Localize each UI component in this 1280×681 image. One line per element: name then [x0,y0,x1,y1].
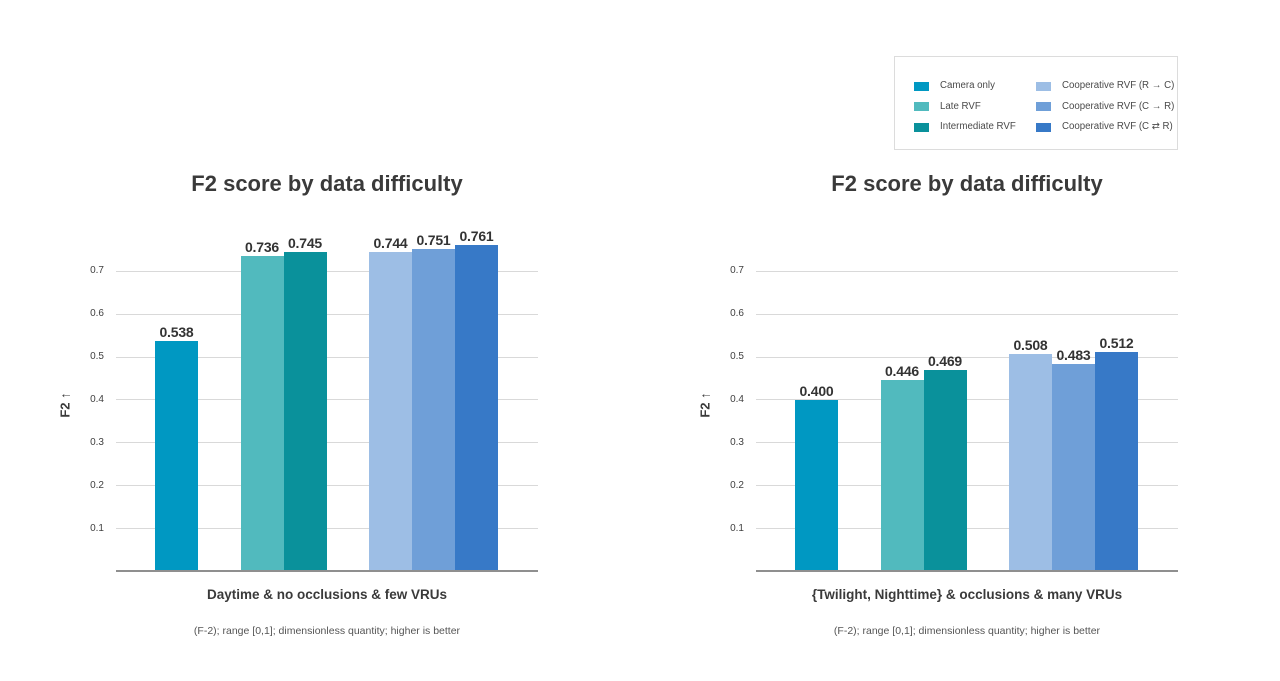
bar-value-label: 0.446 [884,363,920,380]
legend-item: Intermediate RVF [914,122,1036,143]
y-tick-label: 0.1 [90,522,104,534]
y-tick-label: 0.2 [730,479,744,491]
bar-value-label: 0.744 [373,235,408,252]
gridline [756,528,1178,530]
bar-cooperative-rvf-c-r [412,249,455,570]
chart-footnote: (F-2); range [0,1]; dimensionless quanti… [193,625,461,637]
gridline [756,485,1178,487]
chart-daytime: F2 score by data difficulty F2 ↑ 0.1 0.2 0… [58,171,538,637]
bar-intermediate-rvf [923,370,967,570]
legend-item: Cooperative RVF (C ⇄ R) [1036,122,1177,143]
bar-intermediate-rvf [283,251,327,570]
bar-value-label: 0.538 [159,323,194,340]
y-tick-label: 0.4 [730,393,744,405]
legend-item-label: Cooperative RVF (C → R) [1062,100,1175,112]
gridline [756,313,1178,315]
bar-value-label: 0.751 [416,232,451,249]
legend-swatch [1036,122,1051,132]
bar-value-label: 0.508 [1013,336,1048,353]
bar-cooperative-rvf-r-c [369,252,412,570]
legend-item: Cooperative RVF (C → R) [1036,100,1177,123]
gridline [116,485,538,487]
bar-cooperative-rvf-c-r [1052,364,1095,570]
y-tick-label: 0.4 [90,393,104,405]
legend-item-label: Cooperative RVF (C ⇄ R) [1062,121,1173,132]
bar-value-label: 0.469 [927,353,963,370]
chart-footnote: (F-2); range [0,1]; dimensionless quanti… [833,625,1101,637]
gridline [116,270,538,272]
y-tick-label: 0.3 [730,436,744,448]
bar-value-label: 0.736 [244,238,280,255]
legend-item-label: Cooperative RVF (R → C) [1062,80,1175,91]
bar-camera-only [155,340,198,570]
chart-twilight-nighttime: F2 score by data difficulty F2 ↑ 0.1 0.2 0… [640,0,1280,681]
y-tick-label: 0.6 [730,308,744,320]
chart-title: F2 score by data difficulty [831,171,1103,196]
gridline [756,442,1178,444]
legend-item-label: Camera only [940,80,995,91]
y-tick-label: 0.7 [730,265,744,277]
bar-value-label: 0.761 [459,228,494,245]
y-tick-label: 0.5 [730,351,744,362]
bar-value-label: 0.483 [1056,347,1091,364]
legend-item-label: Late RVF [940,100,981,112]
legend-swatch [914,81,929,91]
gridline [116,399,538,401]
x-axis-label: {Twilight, Nighttime} & occlusions & man… [811,587,1123,602]
chart-legend: Camera only Late RVF Intermediate RVF Coope… [894,56,1178,150]
legend-swatch [914,102,929,111]
chart-title: F2 score by data difficulty [191,171,463,196]
gridline [116,442,538,444]
legend-item-label: Intermediate RVF [940,121,1016,132]
bar-late-rvf [880,380,924,570]
gridline [756,356,1178,358]
gridline [116,528,538,530]
gridline [116,356,538,358]
bar-value-label: 0.400 [799,382,834,399]
legend-item: Cooperative RVF (R → C) [1036,81,1177,102]
legend-swatch [1036,81,1051,91]
legend-item: Camera only [914,81,1036,102]
bar-late-rvf [240,255,284,570]
y-tick-label: 0.1 [730,522,744,534]
legend-swatch [914,122,929,132]
y-tick-label: 0.3 [90,436,104,448]
bar-cooperative-rvf-r-c [1009,353,1052,570]
gridline [756,399,1178,401]
bar-cooperative-rvf-c-r [1095,351,1138,570]
y-tick-label: 0.5 [90,351,104,362]
x-axis-label: Daytime & no occlusions & few VRUs [206,587,448,602]
bar-cooperative-rvf-c-r [455,245,498,570]
legend-item: Late RVF [914,100,1036,123]
x-axis-line [116,570,538,572]
gridline [756,270,1178,272]
y-tick-label: 0.6 [90,308,104,320]
bar-value-label: 0.745 [287,234,323,251]
x-axis-line [756,570,1178,572]
y-tick-label: 0.2 [90,479,104,491]
bar-value-label: 0.512 [1099,334,1134,351]
y-tick-label: 0.7 [90,265,104,277]
legend-swatch [1036,102,1051,111]
bar-camera-only [795,399,838,570]
gridline [116,313,538,315]
